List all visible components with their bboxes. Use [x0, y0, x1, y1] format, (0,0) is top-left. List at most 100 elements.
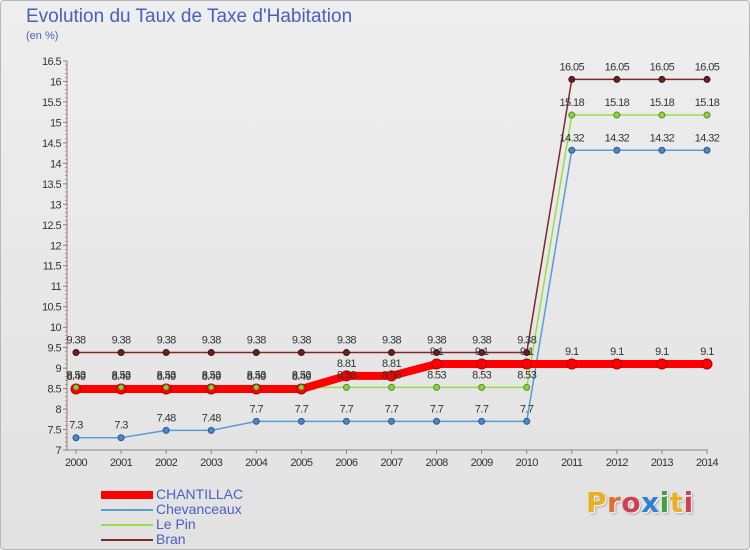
data-label-le-pin: 15.18 — [605, 97, 630, 109]
data-label-bran: 9.38 — [292, 335, 311, 347]
data-label-chantillac: 8.49 — [112, 371, 131, 383]
series-line-bran — [76, 78, 707, 354]
data-label-bran: 9.38 — [247, 335, 266, 347]
data-label-le-pin: 8.53 — [337, 369, 356, 381]
data-label-chantillac: 9.1 — [430, 346, 444, 358]
y-tick-label: 8.5 — [48, 384, 62, 396]
data-point-bran — [568, 75, 576, 83]
data-label-chevanceaux: 14.32 — [605, 132, 630, 144]
data-point-le-pin — [613, 111, 621, 119]
data-label-bran: 9.38 — [427, 335, 446, 347]
data-label-le-pin: 8.53 — [427, 369, 446, 381]
data-point-le-pin — [703, 111, 711, 119]
data-label-le-pin: 8.53 — [157, 369, 176, 381]
legend-swatch — [101, 509, 153, 511]
x-tick-label: 2002 — [155, 457, 178, 469]
data-point-chevanceaux — [252, 417, 260, 425]
y-tick-label: 16.5 — [42, 56, 61, 68]
data-point-bran — [252, 349, 260, 357]
legend-swatch — [101, 539, 153, 541]
legend-swatch — [101, 524, 153, 526]
data-label-chevanceaux: 14.32 — [650, 132, 675, 144]
data-label-chevanceaux: 7.3 — [114, 420, 128, 432]
y-tick-label: 11.5 — [43, 261, 62, 273]
data-point-le-pin-overlay — [117, 384, 125, 391]
data-point-bran — [523, 349, 531, 357]
data-label-le-pin: 8.53 — [202, 369, 221, 381]
data-point-le-pin — [523, 383, 531, 391]
data-point-bran — [703, 75, 711, 83]
data-label-chevanceaux: 7.3 — [69, 420, 83, 432]
data-point-chevanceaux — [703, 146, 711, 154]
data-point-le-pin — [342, 383, 350, 391]
data-point-chantillac — [386, 370, 397, 382]
x-tick-label: 2000 — [65, 457, 88, 469]
data-point-bran — [297, 349, 305, 357]
data-label-chevanceaux: 7.7 — [430, 403, 444, 415]
x-tick-label: 2006 — [335, 457, 358, 469]
legend-swatch — [101, 491, 153, 499]
data-label-chevanceaux: 7.7 — [340, 403, 354, 415]
data-point-chantillac — [611, 358, 623, 370]
logo-letter: o — [621, 486, 642, 519]
data-point-chevanceaux — [342, 417, 350, 425]
data-point-chantillac — [476, 358, 488, 370]
x-tick-label: 2014 — [696, 457, 719, 469]
y-tick-label: 13 — [50, 199, 62, 211]
data-label-chevanceaux: 7.7 — [295, 403, 309, 415]
x-tick-label: 2005 — [290, 457, 313, 469]
data-label-chevanceaux: 7.7 — [250, 403, 264, 415]
data-point-bran — [388, 349, 395, 357]
logo-letter: r — [607, 486, 622, 519]
data-point-bran — [162, 349, 170, 357]
x-tick-label: 2001 — [110, 457, 133, 469]
data-point-chevanceaux — [72, 434, 80, 442]
data-point-chantillac — [521, 358, 533, 370]
data-point-chevanceaux — [297, 417, 305, 425]
data-label-le-pin: 8.53 — [472, 369, 491, 381]
data-label-bran: 16.05 — [650, 61, 675, 73]
data-label-chantillac: 9.1 — [565, 346, 579, 358]
data-label-le-pin: 8.53 — [247, 369, 266, 381]
data-label-le-pin: 8.53 — [517, 369, 536, 381]
logo-letter: P — [586, 486, 608, 519]
data-label-chantillac: 8.81 — [337, 358, 356, 370]
legend-label: Chevanceaux — [156, 501, 242, 517]
series-line-chevanceaux — [76, 149, 707, 439]
y-tick-label: 9.5 — [48, 343, 62, 355]
data-point-chevanceaux — [433, 417, 441, 425]
data-point-bran — [658, 75, 666, 83]
y-tick-label: 7 — [55, 445, 61, 457]
data-point-bran — [613, 75, 621, 83]
y-tick-label: 11 — [51, 281, 62, 293]
data-point-bran — [478, 349, 486, 357]
data-label-bran: 9.38 — [66, 335, 85, 347]
legend-label: CHANTILLAC — [156, 486, 244, 502]
data-label-chevanceaux: 7.48 — [202, 412, 221, 424]
x-tick-label: 2007 — [380, 457, 403, 469]
data-point-le-pin-overlay — [163, 384, 170, 391]
data-point-le-pin — [658, 111, 666, 119]
data-point-chevanceaux — [523, 417, 531, 425]
data-point-le-pin-overlay — [208, 384, 215, 391]
data-point-bran — [117, 349, 125, 357]
data-label-chevanceaux: 14.32 — [695, 132, 720, 144]
data-label-chantillac: 8.49 — [292, 371, 311, 383]
y-tick-label: 13.5 — [42, 179, 61, 191]
data-label-chevanceaux: 7.7 — [520, 403, 534, 415]
data-label-le-pin: 8.53 — [66, 369, 85, 381]
data-label-bran: 9.38 — [382, 335, 401, 347]
data-label-le-pin: 8.53 — [112, 369, 131, 381]
x-tick-label: 2004 — [245, 457, 268, 469]
data-label-chantillac: 9.1 — [610, 346, 624, 358]
x-tick-label: 2011 — [561, 457, 583, 469]
data-label-chantillac: 8.49 — [247, 371, 266, 383]
data-label-bran: 16.05 — [560, 61, 585, 73]
data-point-chevanceaux — [117, 434, 125, 442]
data-label-bran: 9.38 — [337, 335, 356, 347]
y-tick-label: 8 — [55, 404, 61, 416]
data-point-le-pin — [433, 383, 441, 391]
y-tick-label: 14.5 — [42, 138, 61, 150]
data-point-chantillac — [656, 358, 668, 370]
